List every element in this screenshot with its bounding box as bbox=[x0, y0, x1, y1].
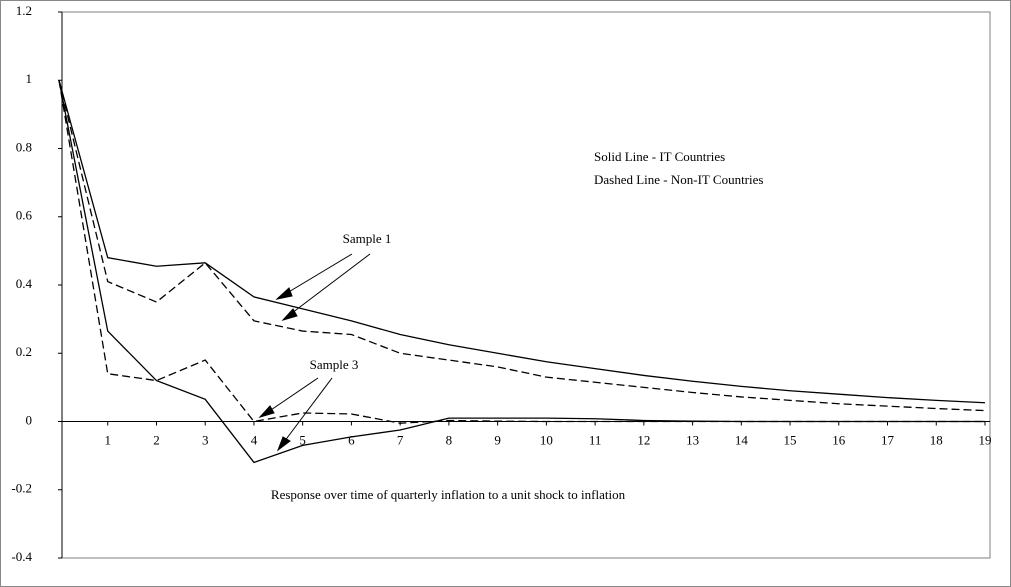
line bbox=[58, 80, 986, 412]
annotation: Sample 3 bbox=[310, 357, 359, 372]
x-tick-label: 3 bbox=[202, 432, 209, 447]
annotation: Dashed Line - Non-IT Countries bbox=[594, 172, 763, 187]
x-tick-label: 14 bbox=[735, 432, 749, 447]
annotation: Sample 1 bbox=[343, 231, 392, 246]
x-tick-label: 2 bbox=[153, 432, 160, 447]
y-tick-label: 0.2 bbox=[16, 344, 32, 359]
y-tick-label: 0.8 bbox=[16, 139, 32, 154]
x-tick-label: 9 bbox=[494, 432, 501, 447]
plot-area bbox=[61, 11, 991, 559]
x-tick-label: 17 bbox=[881, 432, 895, 447]
x-tick-label: 7 bbox=[397, 432, 404, 447]
line bbox=[58, 80, 986, 404]
y-tick-label: -0.2 bbox=[11, 481, 32, 496]
x-tick-label: 11 bbox=[589, 432, 602, 447]
y-tick-label: 0.4 bbox=[16, 276, 33, 291]
y-tick-label: 1.2 bbox=[16, 3, 32, 18]
x-tick-label: 8 bbox=[446, 432, 453, 447]
line bbox=[58, 80, 985, 424]
x-tick-label: 19 bbox=[979, 432, 992, 447]
x-tick-label: 6 bbox=[348, 432, 355, 447]
y-tick-label: 0 bbox=[26, 412, 33, 427]
x-tick-label: 18 bbox=[930, 432, 943, 447]
y-tick-label: 1 bbox=[26, 71, 33, 86]
arrows bbox=[258, 253, 371, 452]
x-tick-label: 12 bbox=[637, 432, 650, 447]
x-tick-label: 1 bbox=[104, 432, 111, 447]
annotation: Solid Line - IT Countries bbox=[594, 149, 725, 164]
y-tick-label: 0.6 bbox=[16, 208, 33, 223]
line bbox=[58, 80, 985, 464]
x-tick-label: 10 bbox=[540, 432, 553, 447]
x-tick-label: 4 bbox=[251, 432, 258, 447]
x-tick-label: 13 bbox=[686, 432, 699, 447]
x-tick-label: 16 bbox=[832, 432, 846, 447]
annotation: Response over time of quarterly inflatio… bbox=[271, 487, 626, 502]
x-tick-label: 15 bbox=[784, 432, 797, 447]
y-tick-label: -0.4 bbox=[11, 549, 32, 564]
x-tick-label: 5 bbox=[299, 432, 306, 447]
